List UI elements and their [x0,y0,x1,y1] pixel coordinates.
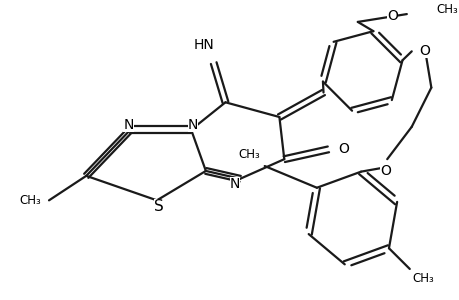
Text: O: O [386,9,397,23]
Text: S: S [154,199,163,214]
Text: N: N [123,118,133,132]
Text: CH₃: CH₃ [237,148,259,161]
Text: O: O [337,142,348,156]
Text: N: N [188,118,198,132]
Text: O: O [379,164,390,178]
Text: O: O [419,44,430,58]
Text: CH₃: CH₃ [19,194,41,207]
Text: CH₃: CH₃ [435,3,457,16]
Text: N: N [230,177,240,191]
Text: CH₃: CH₃ [412,272,433,285]
Text: HN: HN [193,38,214,52]
